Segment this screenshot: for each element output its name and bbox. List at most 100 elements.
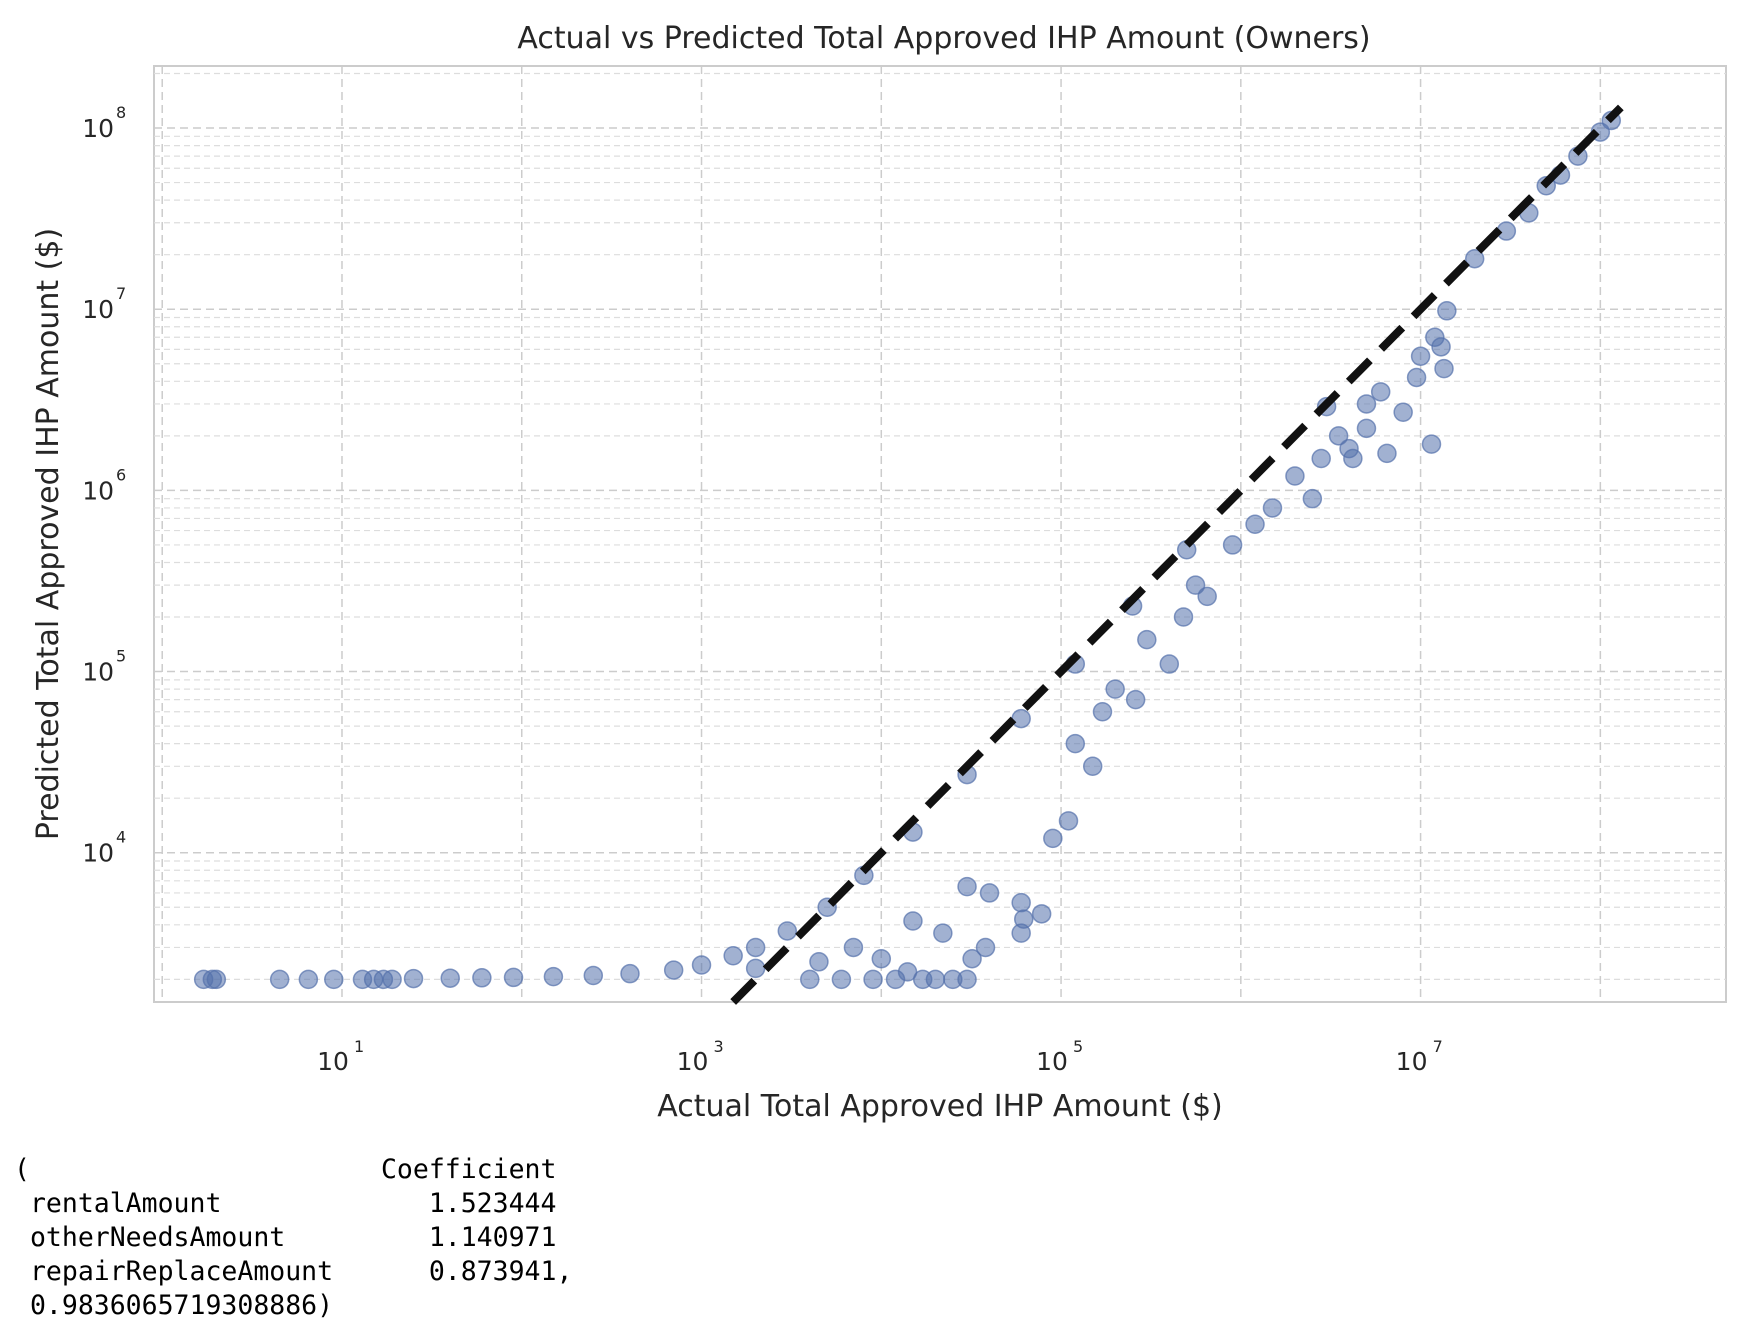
scatter-point <box>1185 575 1206 595</box>
x-axis-label: Actual Total Approved IHP Amount ($) <box>657 1089 1223 1124</box>
output-line: 0.9836065719308886) <box>14 1290 334 1321</box>
scatter-point <box>957 876 977 897</box>
scatter-point <box>745 937 766 958</box>
y-tick-label: 10 <box>82 658 114 687</box>
major-gridlines <box>154 66 1726 1002</box>
scatter-point <box>663 960 684 980</box>
scatter-point <box>723 946 743 966</box>
scatter-point <box>1421 434 1442 454</box>
scatter-point <box>440 968 460 988</box>
scatter-point <box>1065 733 1086 754</box>
scatter-point <box>1011 708 1031 729</box>
scatter-point <box>1197 586 1217 607</box>
scatter-point <box>1173 607 1194 627</box>
x-tick-exponent: 7 <box>1433 1037 1443 1056</box>
scatter-point <box>1105 679 1125 699</box>
scatter-point <box>1159 654 1180 674</box>
output-line: repairReplaceAmount 0.873941, <box>14 1256 573 1287</box>
scatter-point <box>543 966 564 987</box>
scatter-point <box>1031 904 1052 924</box>
scatter-point <box>979 883 1000 903</box>
scatter-point <box>1393 402 1413 422</box>
scatter-point <box>871 948 892 969</box>
scatter-point <box>206 969 227 990</box>
y-axis-label: Predicted Total Approved IHP Amount ($) <box>31 228 66 840</box>
scatter-point <box>472 968 492 988</box>
scatter-point <box>1328 426 1349 446</box>
console-output: ( Coefficient rentalAmount 1.523444 othe… <box>14 1153 572 1323</box>
scatter-point <box>620 963 640 984</box>
x-tick-exponent: 5 <box>1073 1037 1083 1056</box>
output-line: otherNeedsAmount 1.140971 <box>14 1222 557 1253</box>
reference-line <box>730 104 1624 1005</box>
y-tick-label: 10 <box>82 295 114 324</box>
scatter-point <box>1043 828 1063 849</box>
scatter-point <box>583 965 604 986</box>
scatter-point <box>809 952 829 972</box>
scatter-point <box>1406 367 1427 388</box>
y-tick-label: 10 <box>82 839 114 868</box>
scatter-point <box>1011 892 1031 913</box>
scatter-point <box>975 937 996 958</box>
scatter-point <box>1464 248 1485 269</box>
scatter-point <box>843 937 864 958</box>
y-tick-exponent: 4 <box>116 828 126 847</box>
scatter-point <box>1356 418 1377 439</box>
scatter-point <box>863 969 883 990</box>
y-tick-label: 10 <box>82 476 114 505</box>
scatter-point <box>1434 358 1454 379</box>
scatter-point <box>1013 909 1034 929</box>
scatter-point <box>800 969 820 990</box>
scatter-point <box>1058 811 1079 831</box>
scatter-point <box>925 969 946 990</box>
scatter-point <box>903 911 923 931</box>
y-tick-exponent: 6 <box>116 465 126 484</box>
x-tick-exponent: 3 <box>714 1037 724 1056</box>
y-tick-label: 10 <box>82 114 114 143</box>
x-tick-label: 10 <box>677 1047 709 1076</box>
y-tick-exponent: 8 <box>116 103 126 122</box>
minor-gridlines <box>154 72 1726 980</box>
plot-area <box>153 65 1727 1003</box>
chart-title: Actual vs Predicted Total Approved IHP A… <box>517 21 1370 56</box>
scatter-point <box>1222 535 1243 555</box>
scatter-point <box>933 923 953 943</box>
scatter-point <box>503 967 524 988</box>
scatter-point <box>1262 498 1283 518</box>
x-tick-label: 10 <box>317 1047 349 1076</box>
scatter-point <box>1311 448 1331 469</box>
output-line: ( Coefficient <box>14 1154 557 1185</box>
scatter-point <box>1431 337 1451 357</box>
scatter-point <box>957 969 977 990</box>
scatter-point <box>1356 394 1377 414</box>
scatter-point <box>1377 443 1397 464</box>
scatter-point <box>831 969 852 990</box>
scatter-point <box>777 921 798 941</box>
x-tick-exponent: 1 <box>354 1037 364 1056</box>
scatter-point <box>1285 466 1305 486</box>
output-line: rentalAmount 1.523444 <box>14 1188 557 1219</box>
scatter-point <box>1137 629 1157 650</box>
y-tick-exponent: 5 <box>116 647 126 666</box>
y-tick-exponent: 7 <box>116 284 126 303</box>
scatter-point <box>1343 448 1363 469</box>
scatter-points <box>193 110 1622 990</box>
reference-line-path <box>730 104 1624 1005</box>
x-tick-label: 10 <box>1036 1047 1068 1076</box>
scatter-point <box>324 969 344 990</box>
scatter-point <box>1437 301 1457 321</box>
scatter-point <box>962 948 982 969</box>
scatter-chart: Actual vs Predicted Total Approved IHP A… <box>31 21 1727 1124</box>
scatter-point <box>1245 514 1265 535</box>
scatter-point <box>1082 756 1103 777</box>
x-tick-label: 10 <box>1396 1047 1428 1076</box>
scatter-point <box>382 969 402 990</box>
scatter-point <box>298 969 319 990</box>
scatter-point <box>1302 488 1323 509</box>
scatter-point <box>269 969 290 990</box>
scatter-point <box>403 968 424 989</box>
scatter-point <box>1370 382 1391 402</box>
x-tick-labels: 10 1 10 3 10 5 10 7 <box>317 1037 1443 1076</box>
scatter-point <box>745 958 766 979</box>
